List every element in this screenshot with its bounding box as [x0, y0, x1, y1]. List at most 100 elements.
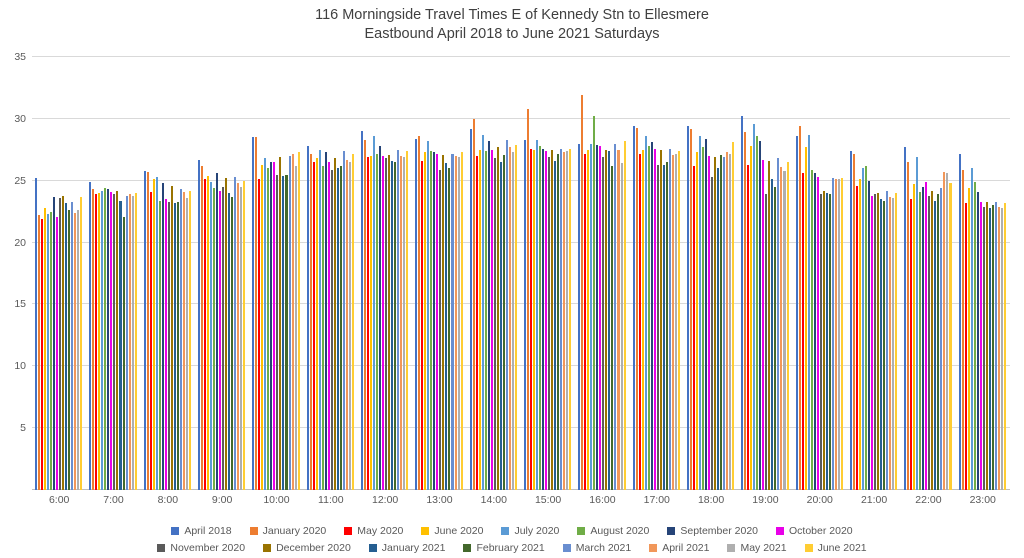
gridline: [32, 427, 1010, 429]
bar: [819, 194, 822, 490]
bar: [756, 136, 759, 490]
bar: [686, 126, 689, 490]
bar: [92, 189, 95, 490]
bar: [551, 149, 554, 490]
bar: [448, 168, 451, 490]
bar: [252, 137, 255, 490]
x-axis-tick-label: 14:00: [480, 494, 507, 506]
bar: [964, 202, 967, 490]
bar: [831, 178, 834, 490]
x-axis-tick-label: 23:00: [969, 494, 996, 506]
bar: [68, 210, 71, 490]
x-axis-tick-label: 18:00: [697, 494, 725, 506]
bar: [119, 200, 122, 490]
x-axis-tick-label: 15:00: [534, 494, 562, 506]
bar: [185, 198, 188, 490]
bar: [315, 158, 318, 490]
bar: [101, 190, 104, 490]
bar: [611, 165, 614, 490]
bar: [548, 157, 551, 490]
legend-item: February 2021: [463, 542, 545, 554]
bar: [623, 141, 626, 490]
legend-row: November 2020 December 2020 January 2021 Fe…: [157, 542, 867, 554]
bar: [173, 202, 176, 490]
legend-swatch-icon: [171, 527, 180, 535]
gridline: [32, 117, 1010, 119]
bar: [282, 175, 285, 490]
bar: [44, 207, 47, 490]
legend-label: May 2021: [740, 542, 787, 554]
bar-group: 9:00: [195, 57, 249, 506]
y-axis-tick-label: 30: [14, 112, 26, 125]
bar: [750, 146, 753, 490]
bar: [907, 162, 910, 490]
legend-item: September 2020: [667, 525, 758, 537]
bar: [385, 158, 388, 490]
bar: [511, 152, 514, 490]
bar: [225, 178, 228, 490]
bar: [400, 155, 403, 490]
bar: [795, 136, 798, 490]
legend-item: January 2020: [249, 525, 326, 537]
y-axis-tick-label: 10: [14, 360, 26, 373]
x-axis-tick-label: 6:00: [48, 494, 70, 506]
bar: [837, 179, 840, 490]
bar: [539, 146, 542, 490]
bar: [348, 162, 351, 490]
bar-group: 11:00: [304, 57, 358, 506]
bar: [339, 165, 342, 490]
bar: [557, 153, 560, 490]
bar: [204, 179, 207, 490]
legend-swatch-icon: [577, 527, 586, 535]
bar: [997, 206, 1000, 490]
bar: [928, 195, 931, 490]
bar: [499, 162, 502, 490]
bar: [692, 165, 695, 490]
bar: [363, 139, 366, 490]
bar: [605, 149, 608, 490]
bar: [104, 188, 107, 490]
bar: [777, 158, 780, 490]
bar: [744, 132, 747, 490]
bar: [747, 164, 750, 490]
bar: [454, 155, 457, 490]
bar-group: 14:00: [467, 57, 521, 506]
bar: [635, 127, 638, 490]
bar: [50, 211, 53, 490]
y-axis-tick-label: 15: [14, 298, 26, 311]
bar: [729, 153, 732, 490]
bar: [382, 155, 385, 490]
bar: [659, 149, 662, 490]
legend-label: June 2021: [817, 542, 867, 554]
bar: [801, 173, 804, 490]
bar: [991, 205, 994, 490]
bar: [961, 169, 964, 490]
y-axis-tick-label: 5: [20, 422, 26, 435]
bar: [840, 178, 843, 490]
bar: [176, 201, 179, 490]
bar: [714, 157, 717, 490]
bar: [116, 190, 119, 490]
bar: [201, 165, 204, 490]
gridline: [32, 303, 1010, 305]
bar: [931, 190, 934, 490]
legend-swatch-icon: [501, 527, 510, 535]
bar: [689, 128, 692, 490]
bar: [940, 188, 943, 490]
bar: [219, 190, 222, 490]
bar: [526, 108, 529, 490]
y-axis-tick-label: 35: [14, 51, 26, 63]
bar: [644, 136, 647, 490]
legend-label: February 2021: [476, 542, 545, 554]
x-axis-tick-label: 13:00: [426, 494, 453, 506]
bar: [807, 134, 810, 490]
bar: [620, 163, 623, 490]
bar: [312, 162, 315, 490]
bar: [587, 149, 590, 490]
x-axis-tick-label: 11:00: [318, 494, 344, 506]
legend-label: June 2020: [434, 525, 484, 537]
bar-groups: 6:00 7:00 8:00 9:00 10:00 11:00 12:00 13:00 14:0…: [32, 57, 1010, 506]
bar: [41, 219, 44, 490]
bar: [297, 152, 300, 490]
legend-item: June 2020: [421, 525, 483, 537]
